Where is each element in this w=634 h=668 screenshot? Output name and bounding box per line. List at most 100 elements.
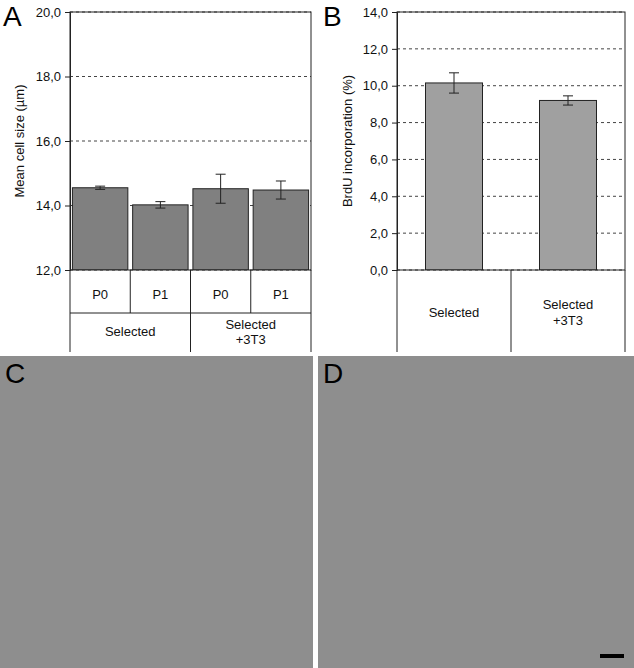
- tick: 12,0: [363, 42, 397, 57]
- error-cap: [155, 208, 165, 209]
- tick: 8,0: [370, 115, 397, 130]
- tick-mark: [392, 159, 397, 160]
- label-separator: [250, 270, 251, 313]
- grid: [397, 12, 625, 270]
- plot-frame: [70, 12, 311, 270]
- bar: [72, 188, 127, 270]
- error-stem: [454, 73, 455, 93]
- tick-label: 6,0: [370, 152, 388, 167]
- error-cap: [449, 72, 459, 73]
- micrograph: [318, 356, 634, 668]
- tick: 16,0: [36, 134, 70, 149]
- label-separator: [311, 270, 312, 352]
- bar: [540, 100, 597, 270]
- error-bar: [563, 96, 573, 105]
- tick-label: 12,0: [363, 42, 388, 57]
- tick: 14,0: [36, 198, 70, 213]
- error-bar: [95, 186, 105, 189]
- tick-label: 4,0: [370, 189, 388, 204]
- tick-mark: [65, 77, 70, 78]
- plot-frame: [397, 12, 625, 270]
- micrograph: [0, 356, 313, 668]
- tick-label: 20,0: [36, 5, 61, 20]
- plot-area: [72, 174, 308, 270]
- error-bar: [216, 174, 226, 203]
- bar: [253, 190, 308, 270]
- tick-label: 10,0: [363, 78, 388, 93]
- y-axis: 12,0 14,0 16,0 18,0 20,0: [36, 5, 71, 278]
- error-cap: [216, 174, 226, 175]
- error-cap: [216, 203, 226, 204]
- grid-line: [70, 76, 311, 77]
- grid-line: [70, 141, 311, 142]
- group-label: Selected+3T3: [225, 317, 276, 347]
- tick: 18,0: [36, 69, 70, 84]
- tick-label: 16,0: [36, 134, 61, 149]
- error-stem: [280, 181, 281, 199]
- label-separator: [190, 270, 191, 352]
- tick-label: 2,0: [370, 226, 388, 241]
- category-labels: Selected Selected+3T3: [397, 270, 625, 352]
- label-separator: [130, 270, 131, 313]
- scale-bar: [600, 654, 624, 658]
- error-bar: [155, 202, 165, 208]
- tick: 0,0: [370, 263, 397, 278]
- panel-letter: B: [323, 1, 342, 32]
- error-stem: [220, 174, 221, 203]
- label-separator: [625, 270, 626, 352]
- tick: 4,0: [370, 189, 397, 204]
- tick: 12,0: [36, 263, 70, 278]
- error-cap: [563, 95, 573, 96]
- error-bar: [449, 73, 459, 93]
- label-separator: [70, 270, 71, 352]
- category-label: P1: [273, 287, 289, 302]
- tick-mark: [392, 270, 397, 271]
- tick-label: 18,0: [36, 69, 61, 84]
- image-panel: D: [318, 356, 634, 668]
- tick-mark: [392, 233, 397, 234]
- bar: [133, 205, 188, 270]
- tick-label: 14,0: [36, 198, 61, 213]
- y-axis-title: BrdU incorporation (%): [340, 75, 355, 207]
- category-label: Selected: [429, 305, 480, 320]
- label-separator: [397, 270, 398, 352]
- bar: [426, 83, 483, 270]
- tick-mark: [65, 270, 70, 271]
- error-bar: [276, 181, 286, 199]
- tick-label: 14,0: [363, 5, 388, 20]
- error-cap: [276, 180, 286, 181]
- tick-label: 8,0: [370, 115, 388, 130]
- axis-line: [65, 13, 71, 271]
- panel-letter: D: [323, 358, 343, 389]
- tick-mark: [392, 49, 397, 50]
- error-stem: [160, 202, 161, 208]
- plot-area: [426, 73, 597, 270]
- panel-letter: C: [5, 358, 25, 389]
- category-labels: P0P1P0P1SelectedSelected+3T3: [70, 270, 311, 352]
- tick-label: 0,0: [370, 263, 388, 278]
- chart-panel: 0,0 2,0 4,0 6,0 8,0 10,0 12,0 14,0 BrdU incorpor…: [323, 1, 625, 352]
- tick: 20,0: [36, 5, 70, 20]
- category-label: Selected+3T3: [543, 297, 594, 328]
- error-cap: [563, 105, 573, 106]
- tick: 14,0: [363, 5, 397, 20]
- error-cap: [449, 93, 459, 94]
- grid: [70, 12, 311, 270]
- grid-line: [397, 48, 625, 49]
- y-axis-title: Mean cell size (µm): [12, 85, 27, 198]
- tick-mark: [392, 196, 397, 197]
- error-stem: [568, 96, 569, 105]
- tick-label: 12,0: [36, 263, 61, 278]
- tick-mark: [65, 141, 70, 142]
- error-cap: [95, 186, 105, 187]
- figure: 12,0 14,0 16,0 18,0 20,0 Mean cell size (µm) P…: [0, 0, 634, 668]
- chart-panel: 12,0 14,0 16,0 18,0 20,0 Mean cell size (µm) P…: [3, 1, 311, 352]
- category-label: P0: [213, 287, 229, 302]
- image-panel: C: [0, 356, 313, 668]
- error-cap: [155, 201, 165, 202]
- error-cap: [276, 199, 286, 200]
- tick: 6,0: [370, 152, 397, 167]
- label-separator: [70, 313, 311, 314]
- panel-letter: A: [3, 1, 22, 32]
- tick-mark: [65, 206, 70, 207]
